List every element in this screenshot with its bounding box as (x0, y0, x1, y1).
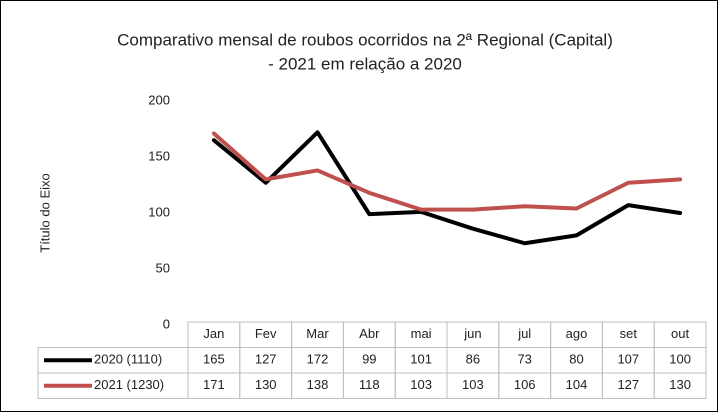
table-value: 130 (669, 377, 691, 392)
table-value: 104 (566, 377, 588, 392)
series-line (211, 131, 683, 212)
table-value: 80 (569, 352, 583, 367)
table-value: 138 (307, 377, 329, 392)
table-value: 171 (203, 377, 225, 392)
y-tick-label: 100 (148, 204, 170, 219)
y-tick-label: 50 (156, 260, 170, 275)
y-tick-label: 0 (163, 316, 170, 331)
x-tick-label: Mar (306, 326, 329, 341)
x-tick-label: jun (463, 326, 481, 341)
y-axis-label: Título do Eixo (37, 173, 52, 253)
series-line (211, 130, 683, 246)
table-cell (653, 321, 707, 399)
table-value: 130 (255, 377, 277, 392)
table-value: 101 (410, 352, 432, 367)
x-tick-label: jul (517, 326, 531, 341)
y-tick-label: 150 (148, 148, 170, 163)
table-value: 86 (466, 352, 480, 367)
chart-title: - 2021 em relação a 2020 (268, 54, 462, 73)
table-value: 73 (517, 352, 531, 367)
table-value: 106 (514, 377, 536, 392)
table-value: 99 (362, 352, 376, 367)
x-tick-label: Abr (359, 326, 380, 341)
y-tick-label: 200 (148, 92, 170, 107)
chart-title: Comparativo mensal de roubos ocorridos n… (117, 30, 613, 49)
table-value: 103 (462, 377, 484, 392)
legend-label: 2021 (1230) (94, 377, 164, 392)
x-tick-label: set (620, 326, 638, 341)
x-tick-label: mai (411, 326, 432, 341)
legend-label: 2020 (1110) (94, 352, 162, 367)
table-value: 172 (307, 352, 329, 367)
x-tick-label: Fev (255, 326, 277, 341)
x-tick-label: ago (566, 326, 588, 341)
x-tick-label: Jan (203, 326, 224, 341)
table-value: 127 (617, 377, 639, 392)
table-value: 165 (203, 352, 225, 367)
table-value: 127 (255, 352, 277, 367)
x-tick-label: out (671, 326, 689, 341)
table-value: 107 (617, 352, 639, 367)
table-value: 118 (359, 377, 380, 392)
table-value: 103 (410, 377, 432, 392)
table-cell (37, 372, 189, 399)
table-value: 100 (669, 352, 691, 367)
